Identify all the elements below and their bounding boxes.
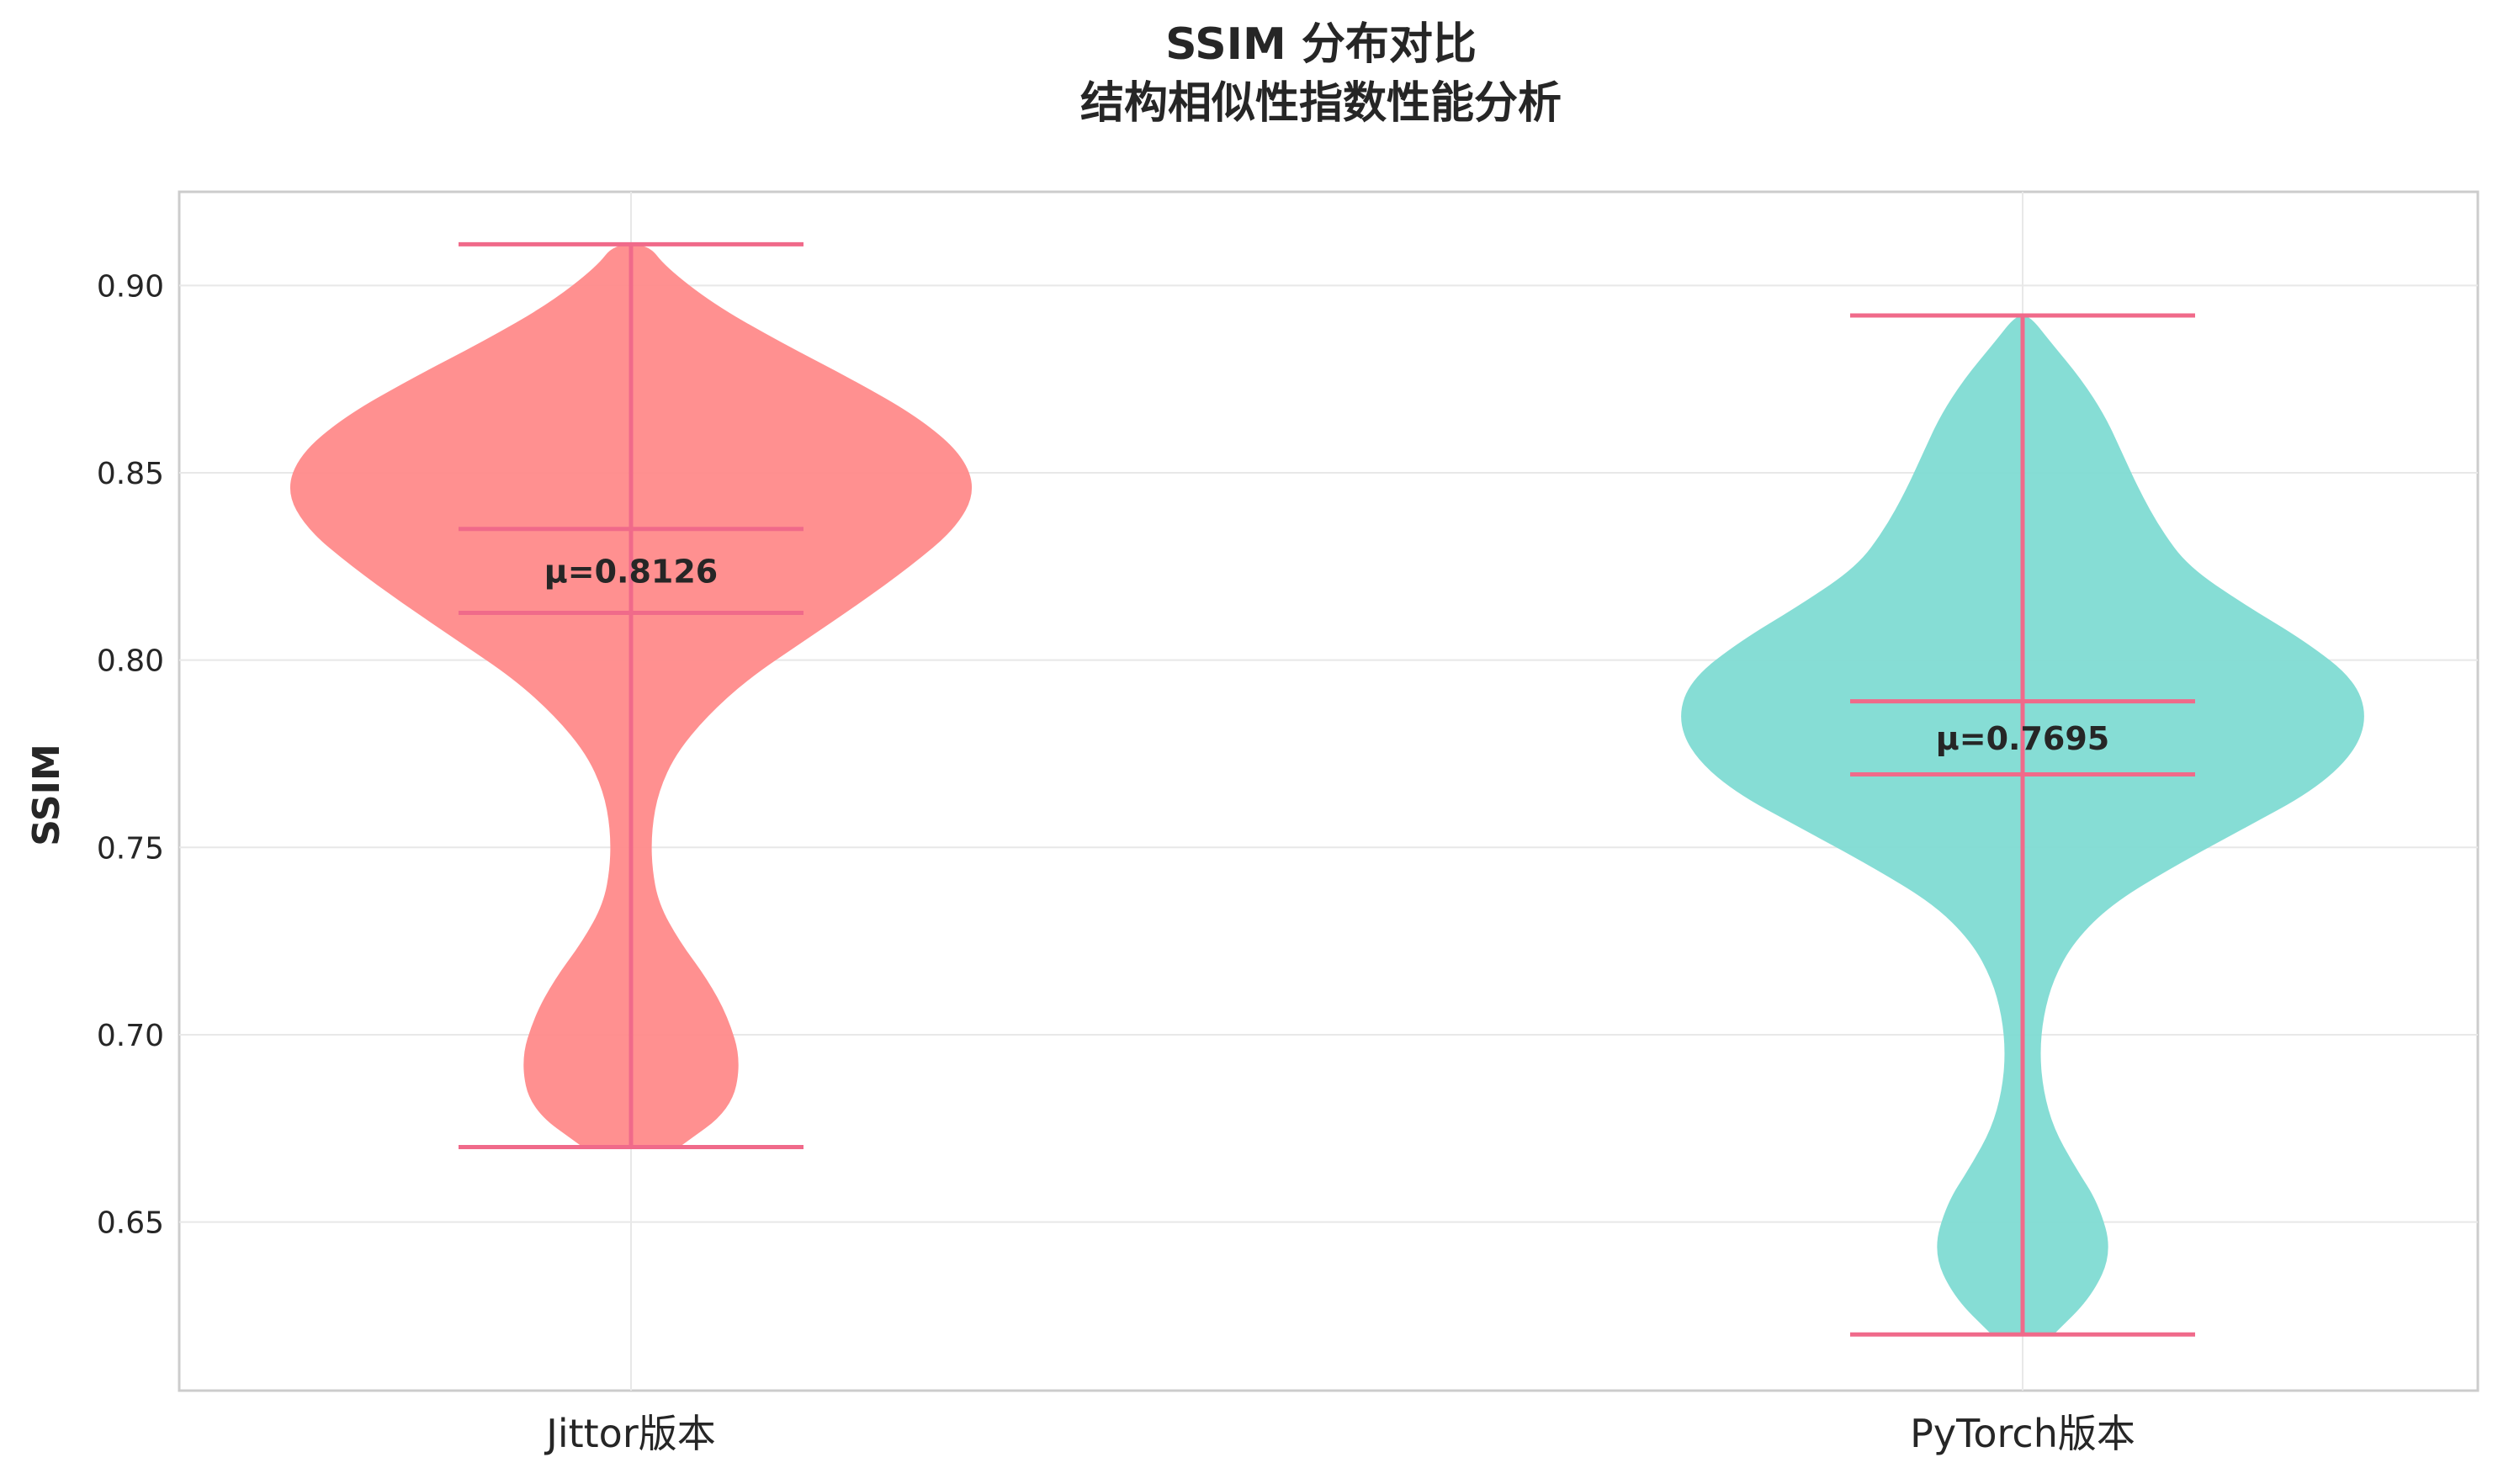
mean-label: μ=0.7695 bbox=[1936, 720, 2109, 757]
mean-label: μ=0.8126 bbox=[544, 554, 718, 591]
y-tick-label: 0.90 bbox=[97, 269, 164, 304]
y-tick-label: 0.70 bbox=[97, 1019, 164, 1053]
x-category-label: Jittor版本 bbox=[544, 1411, 715, 1456]
y-tick-label: 0.75 bbox=[97, 831, 164, 866]
violins: μ=0.8126 μ=0.7695 bbox=[289, 241, 2364, 1337]
y-tick-label: 0.85 bbox=[97, 457, 164, 491]
y-tick-label: 0.80 bbox=[97, 644, 164, 679]
y-tick-label: 0.65 bbox=[97, 1206, 164, 1241]
chart-subtitle: 结构相似性指数性能分析 bbox=[1080, 78, 1562, 129]
y-tick-labels: 0.65 0.70 0.75 0.80 0.85 0.90 bbox=[97, 269, 164, 1240]
y-axis-label: SSIM bbox=[25, 744, 68, 846]
x-category-labels: Jittor版本 PyTorch版本 bbox=[544, 1411, 2135, 1456]
x-category-label: PyTorch版本 bbox=[1910, 1411, 2135, 1456]
chart-title: SSIM 分布对比 bbox=[1165, 19, 1477, 70]
